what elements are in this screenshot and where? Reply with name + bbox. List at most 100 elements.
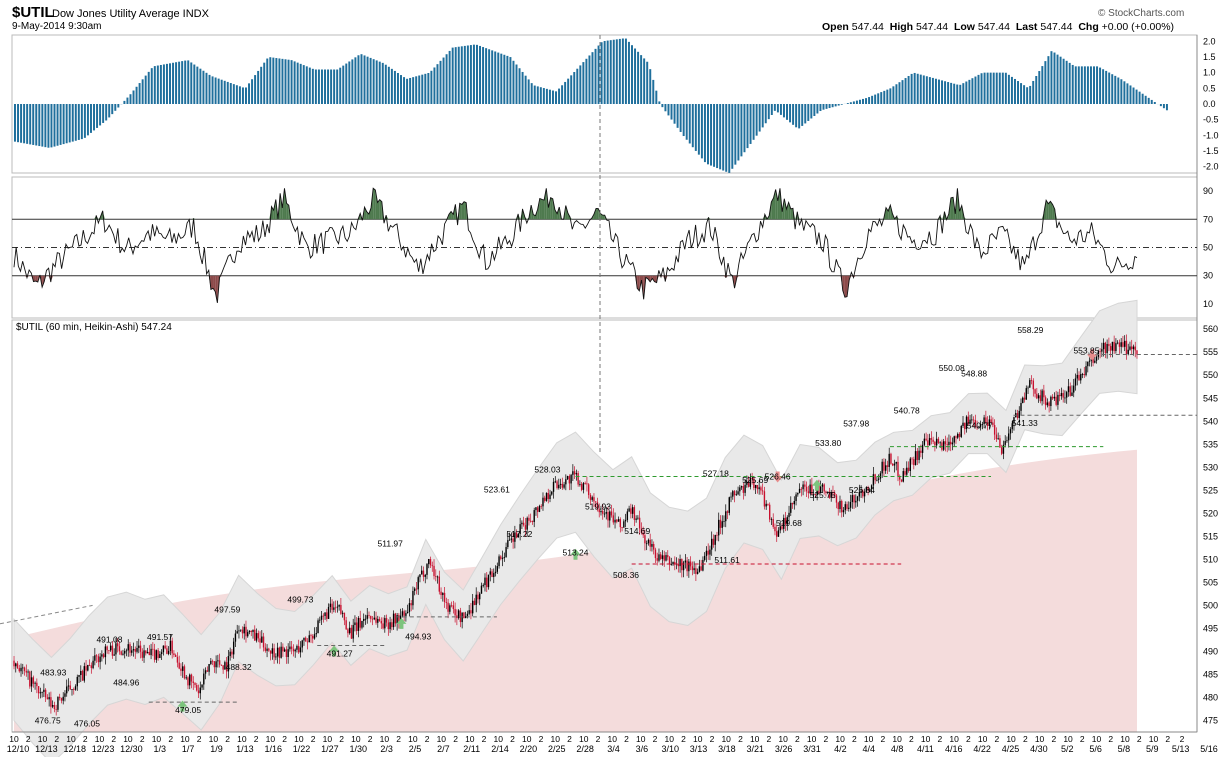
x-date-tick-label: 12/18 (63, 744, 86, 754)
candle-body (544, 497, 546, 501)
candle-body (354, 622, 356, 626)
macd-histogram-bar (1099, 67, 1102, 104)
x-hour-tick-label: 10 (209, 734, 219, 744)
candle-body (788, 512, 790, 518)
x-date-tick-label: 5/8 (1118, 744, 1131, 754)
macd-histogram-bar (387, 66, 390, 104)
candle-body (916, 451, 919, 460)
x-date-tick-label: 3/13 (690, 744, 708, 754)
candle-body (220, 664, 223, 666)
macd-histogram-bar (74, 104, 77, 141)
candle-body (169, 640, 172, 651)
candle-body (710, 538, 713, 550)
macd-histogram-bar (311, 68, 314, 104)
price-data-label: 491.27 (327, 649, 353, 659)
macd-histogram-bar (931, 77, 934, 104)
macd-histogram-bar (968, 79, 971, 104)
macd-histogram-bar (1120, 79, 1123, 104)
candle-body (92, 660, 94, 669)
candle-body (447, 602, 449, 612)
candle-body (888, 453, 890, 467)
macd-histogram-bar (913, 72, 916, 104)
macd-histogram-bar (852, 101, 855, 104)
macd-histogram-bar (1001, 72, 1004, 104)
macd-histogram-bar (296, 62, 299, 104)
candle-body (907, 467, 910, 471)
candle-body (670, 564, 672, 566)
candle-body (1111, 341, 1114, 351)
candle-body (990, 419, 992, 423)
candle-body (668, 557, 671, 565)
macd-histogram-bar (661, 104, 664, 108)
candle-body (679, 558, 681, 567)
macd-histogram-bar (810, 104, 813, 119)
candle-body (992, 422, 994, 426)
macd-histogram-bar (29, 104, 32, 145)
price-ytick-label: 480 (1203, 692, 1218, 702)
macd-histogram-bar (1004, 72, 1007, 104)
candle-body (950, 441, 952, 445)
macd-histogram-bar (664, 104, 667, 112)
candle-body (480, 585, 483, 594)
candle-body (232, 641, 235, 655)
candle-body (43, 689, 45, 692)
rsi-overbought-fill (888, 205, 891, 220)
macd-ytick-label: -1.5 (1203, 146, 1219, 156)
macd-histogram-bar (248, 83, 251, 104)
candle-body (450, 605, 453, 607)
candle-body (13, 660, 15, 667)
candle-body (236, 631, 238, 634)
candle-body (382, 623, 384, 629)
x-date-tick-label: 2/14 (491, 744, 509, 754)
rsi-overbought-fill (459, 203, 462, 220)
macd-histogram-bar (813, 104, 816, 116)
x-hour-tick-label: 2 (140, 734, 145, 744)
macd-histogram-bar (1062, 58, 1065, 104)
price-data-label: 476.05 (74, 719, 100, 729)
macd-histogram-bar (251, 79, 254, 104)
rsi-overbought-fill (539, 198, 542, 220)
candle-body (853, 495, 855, 503)
macd-histogram-bar (232, 84, 235, 104)
candle-body (772, 519, 774, 527)
candle-body (985, 417, 987, 423)
macd-histogram-bar (469, 45, 472, 104)
candle-body (1064, 397, 1066, 399)
macd-histogram-bar (415, 76, 418, 104)
candle-body (776, 531, 778, 537)
rsi-overbought-fill (596, 208, 599, 220)
macd-histogram-bar (542, 88, 545, 104)
candle-body (176, 656, 179, 663)
price-data-label: 540.77 (967, 421, 993, 431)
macd-histogram-bar (1129, 85, 1132, 104)
candle-body (920, 450, 922, 453)
candle-body (1123, 340, 1126, 347)
macd-histogram-bar (570, 75, 573, 104)
candle-body (693, 568, 695, 571)
candle-body (83, 666, 85, 681)
price-panel-title: $UTIL (60 min, Heikin-Ashi) 547.24 (16, 322, 172, 333)
candle-body (1058, 394, 1061, 397)
candle-body (303, 637, 305, 641)
macd-histogram-bar (472, 44, 475, 104)
macd-histogram-bar (567, 78, 570, 104)
candle-body (923, 438, 926, 445)
macd-histogram-bar (20, 104, 23, 143)
macd-histogram-bar (117, 104, 120, 108)
candle-body (419, 574, 421, 578)
macd-histogram-bar (96, 104, 99, 128)
candle-body (733, 491, 736, 496)
candle-body (449, 605, 451, 612)
candle-body (559, 483, 562, 485)
chart-datetime: 9-May-2014 9:30am (12, 21, 102, 32)
x-hour-tick-label: 2 (767, 734, 772, 744)
macd-histogram-bar (354, 57, 357, 104)
candle-body (136, 647, 138, 652)
candle-body (319, 619, 321, 621)
rsi-line (13, 187, 1138, 303)
macd-histogram-bar (47, 104, 50, 148)
x-hour-tick-label: 2 (83, 734, 88, 744)
macd-histogram-bar (588, 55, 591, 104)
macd-histogram-bar (257, 70, 260, 104)
